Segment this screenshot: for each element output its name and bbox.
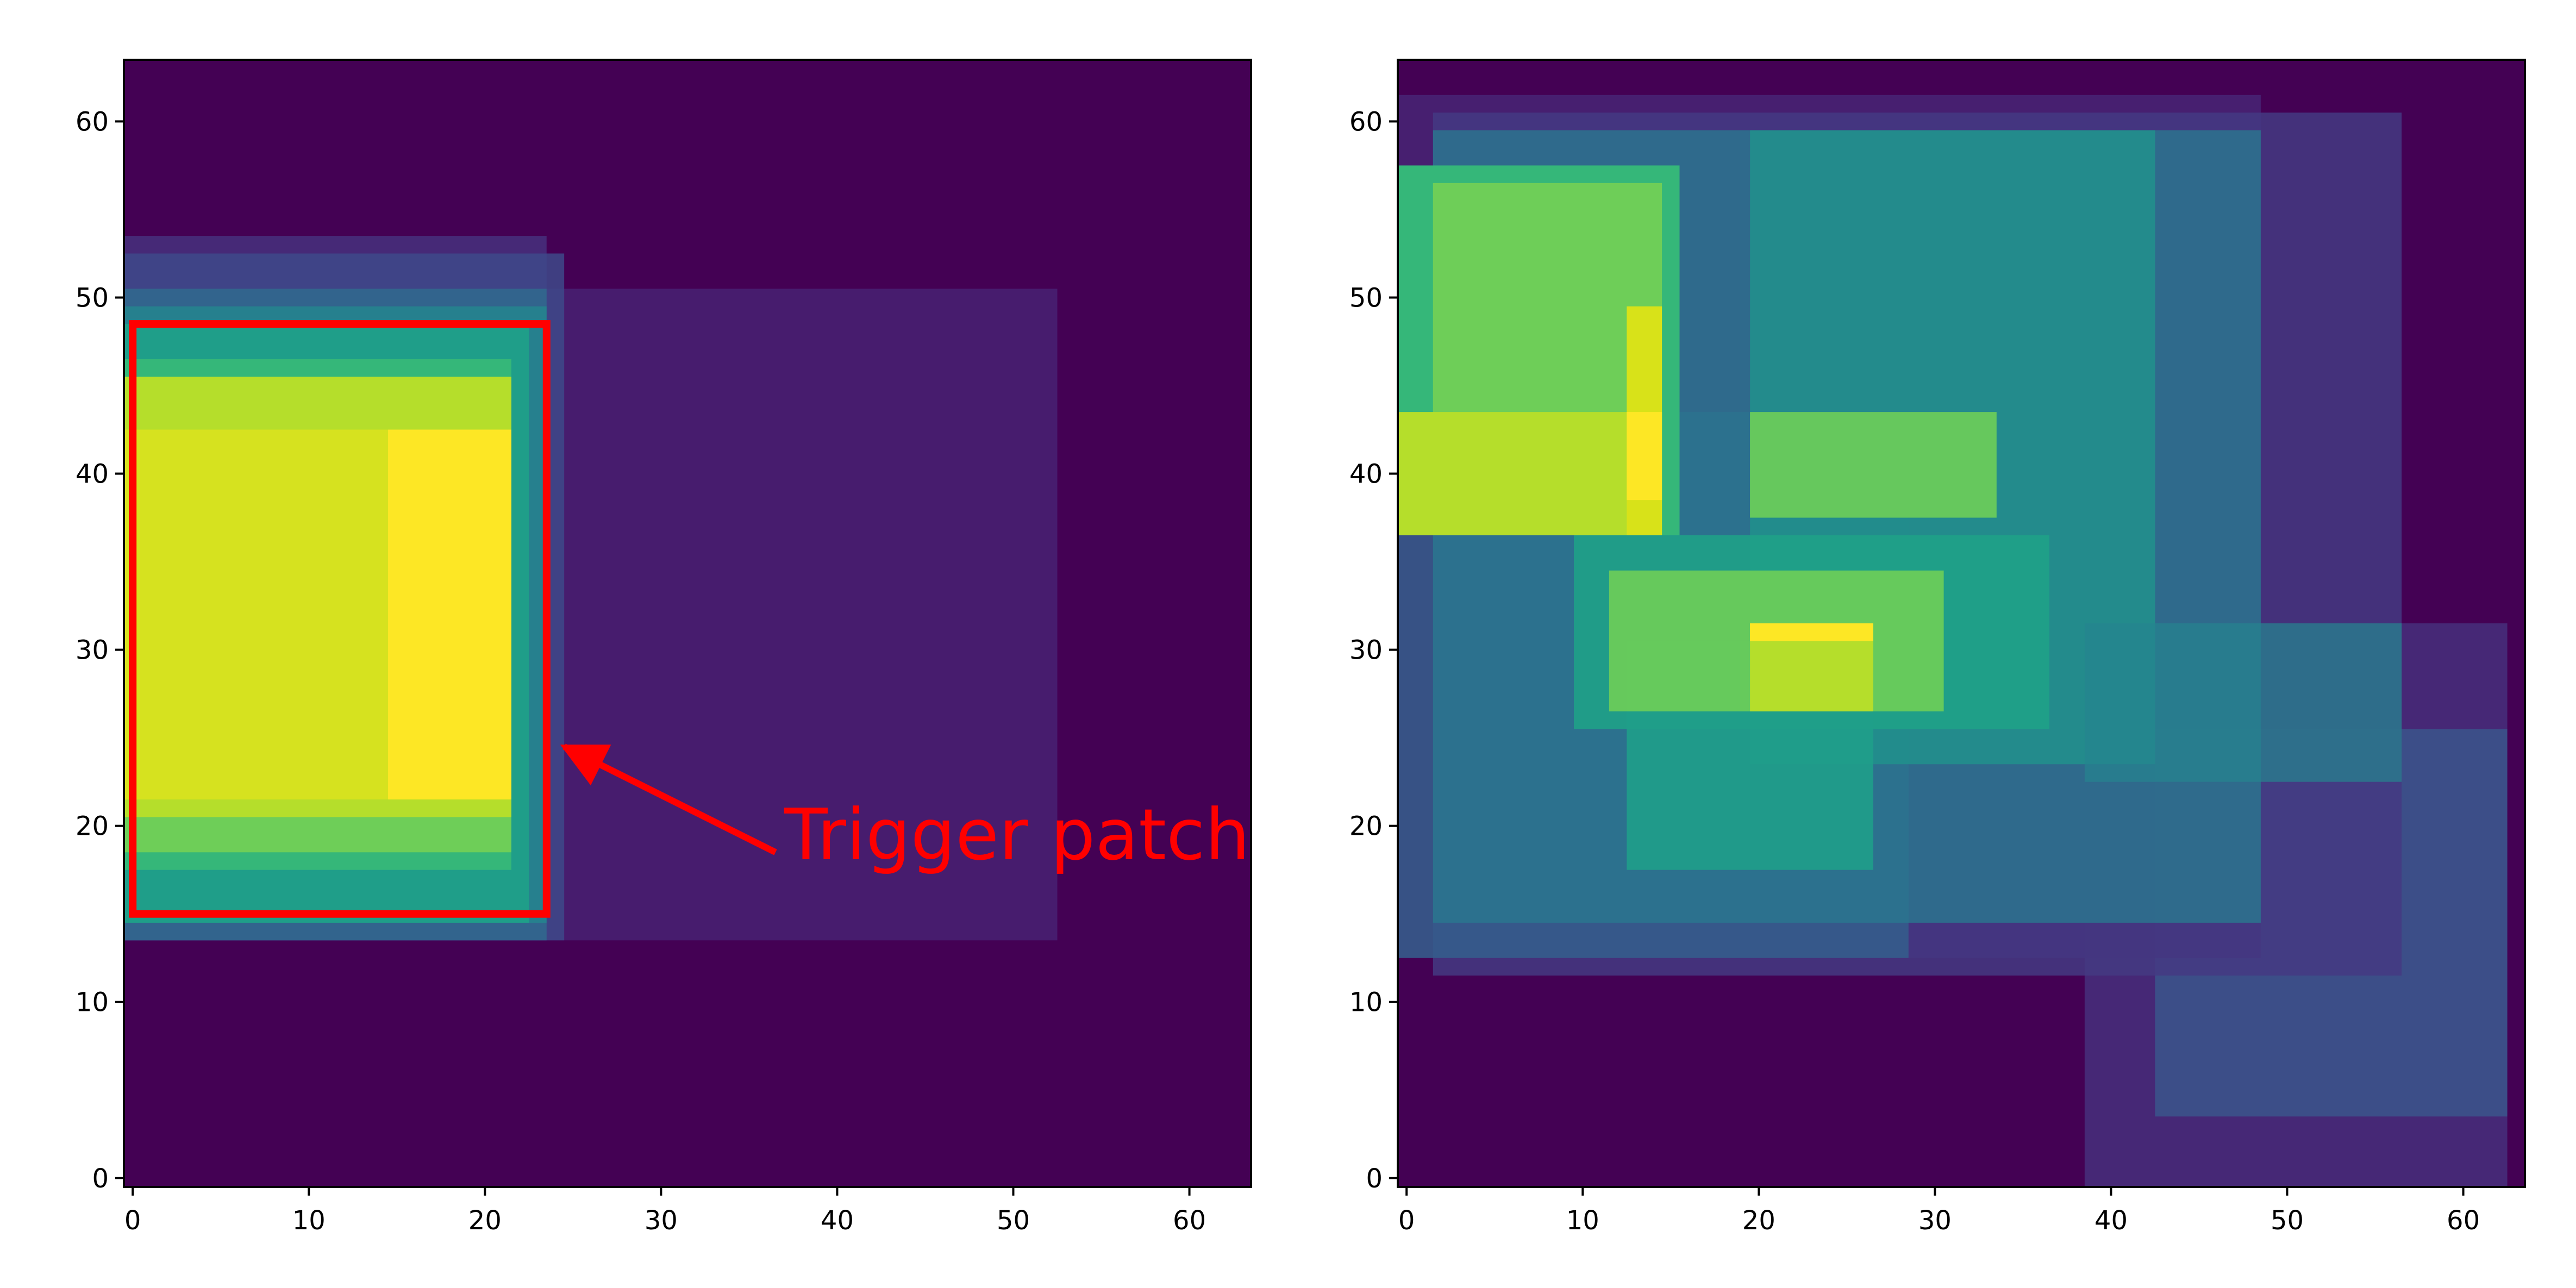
right-ytick-label-6: 60 [1349, 107, 1383, 137]
left-heatmap-panel: 0 10 20 30 40 50 60 0 10 20 30 40 50 60 Trigger patch [76, 59, 1252, 1236]
left-ytick-label-4: 40 [76, 459, 109, 490]
right-xtick-label-0: 0 [1398, 1205, 1415, 1236]
left-ytick-label-5: 50 [76, 283, 109, 313]
left-xtick-label-5: 50 [997, 1205, 1030, 1236]
left-ytick-label-2: 20 [76, 811, 109, 842]
left-xtick-label-4: 40 [821, 1205, 854, 1236]
left-xtick-label-6: 60 [1173, 1205, 1206, 1236]
right-ytick-label-5: 50 [1349, 283, 1383, 313]
right-xtick-label-2: 20 [1742, 1205, 1775, 1236]
right-xtick-label-4: 40 [2094, 1205, 2128, 1236]
left-ytick-label-0: 0 [92, 1164, 109, 1194]
left-axes-frame [123, 59, 1252, 1188]
trigger-patch-label: Trigger patch [784, 793, 1250, 876]
left-xtick-label-0: 0 [124, 1205, 141, 1236]
left-xtick-label-1: 10 [292, 1205, 326, 1236]
right-ytick-label-3: 30 [1349, 635, 1383, 666]
right-xtick-label-1: 10 [1566, 1205, 1599, 1236]
right-ytick-label-2: 20 [1349, 811, 1383, 842]
right-heatmap-cell-16 [1627, 412, 1662, 501]
right-ytick-label-0: 0 [1366, 1164, 1383, 1194]
right-ytick-label-1: 10 [1349, 987, 1383, 1018]
right-heatmap-cell-18 [1750, 623, 1873, 641]
right-heatmap-panel: 0 10 20 30 40 50 60 0 10 20 30 40 50 60 [1349, 59, 2526, 1236]
trigger-patch-arrow [560, 743, 777, 855]
left-ytick-label-6: 60 [76, 107, 109, 137]
right-xtick-label-3: 30 [1918, 1205, 1952, 1236]
left-ytick-label-1: 10 [76, 987, 109, 1018]
right-heatmap-cell-9 [2084, 623, 2402, 782]
left-heatmap-cell-10 [388, 429, 511, 800]
right-heatmap-cell-14 [1398, 412, 1662, 535]
trigger-patch-box [129, 320, 551, 918]
right-ytick-label-4: 40 [1349, 459, 1383, 490]
right-axes-frame [1397, 59, 2526, 1188]
right-heatmap-cell-17 [1750, 412, 1997, 518]
left-ytick-label-3: 30 [76, 635, 109, 666]
right-xtick-label-6: 60 [2447, 1205, 2480, 1236]
left-xtick-label-2: 20 [468, 1205, 502, 1236]
left-xtick-label-3: 30 [645, 1205, 678, 1236]
right-xtick-label-5: 50 [2271, 1205, 2304, 1236]
